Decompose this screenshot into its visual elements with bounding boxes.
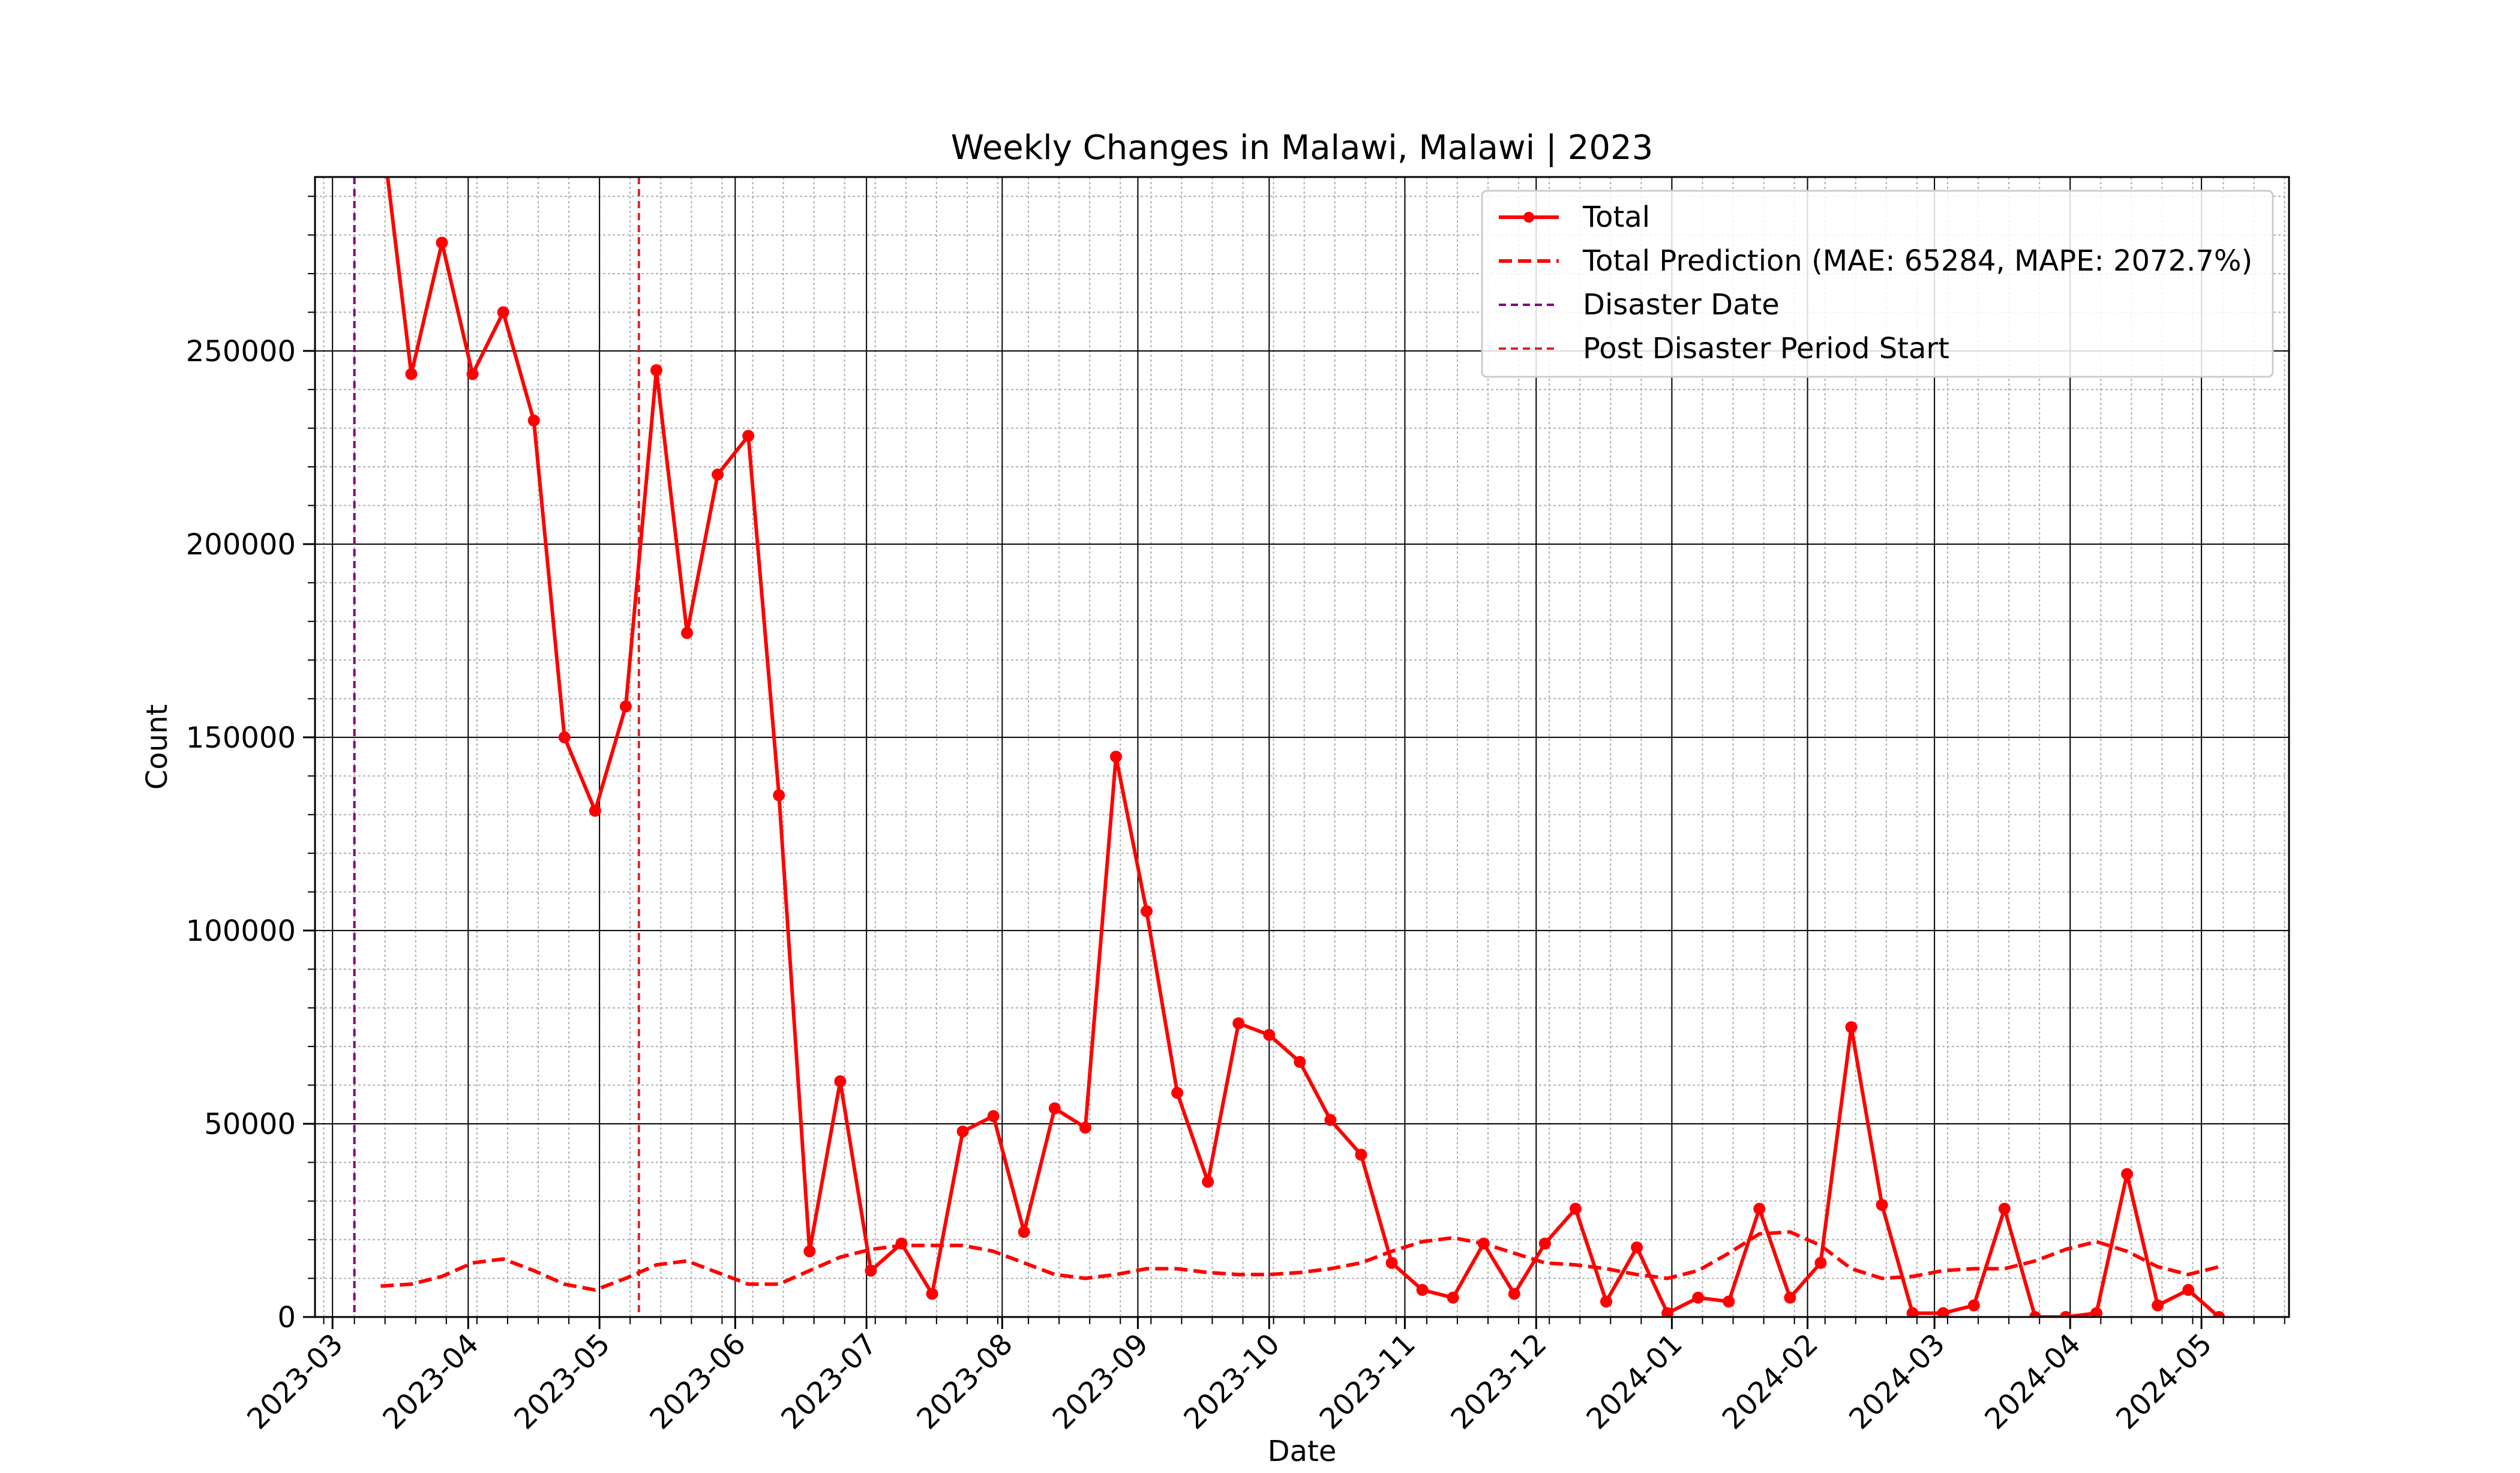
data-point-total <box>2182 1283 2195 1296</box>
y-axis-label: Count <box>140 704 174 790</box>
data-point-total <box>527 414 540 427</box>
data-point-total <box>1937 1307 1949 1317</box>
data-point-total <box>987 1110 1000 1123</box>
major-grid <box>315 177 2289 1318</box>
data-point-total <box>1171 1087 1184 1099</box>
data-point-total <box>497 306 509 319</box>
legend-label-disaster-date: Disaster Date <box>1583 288 1780 322</box>
legend-label-post-disaster: Post Disaster Period Start <box>1583 332 1949 365</box>
data-point-total <box>1263 1028 1276 1041</box>
data-point-total <box>2029 1311 2041 1317</box>
data-point-total <box>1141 905 1153 917</box>
data-point-total <box>834 1075 847 1088</box>
data-point-total <box>2059 1311 2072 1317</box>
legend-label-prediction: Total Prediction (MAE: 65284, MAPE: 2072… <box>1582 244 2252 278</box>
data-point-total <box>1416 1283 1429 1296</box>
data-point-total <box>1692 1291 1705 1304</box>
data-point-total <box>1447 1291 1459 1304</box>
legend-entry-prediction: Total Prediction (MAE: 65284, MAPE: 2072… <box>1499 244 2252 278</box>
legend: Total Total Prediction (MAE: 65284, MAPE… <box>1481 190 2274 378</box>
y-axis: 0 50000 100000 150000 200000 250000 <box>186 196 315 1334</box>
y-tick-label: 0 <box>277 1301 296 1334</box>
data-point-total <box>558 731 571 743</box>
data-point-total <box>619 700 632 713</box>
legend-entry-disaster-date: Disaster Date <box>1499 288 1780 322</box>
legend-label-total: Total <box>1582 200 1650 234</box>
data-point-total <box>1018 1226 1030 1238</box>
legend-entry-post-disaster: Post Disaster Period Start <box>1499 332 1949 365</box>
data-point-total <box>1723 1295 1735 1308</box>
data-point-total <box>1998 1202 2011 1215</box>
data-point-total <box>2152 1299 2164 1312</box>
data-point-total <box>1079 1121 1091 1134</box>
data-point-total <box>1967 1299 1980 1312</box>
data-point-total <box>1202 1175 1214 1188</box>
x-axis-label: Date <box>1268 1435 1337 1468</box>
legend-box <box>1481 190 2274 378</box>
y-tick-label: 100000 <box>186 914 296 948</box>
y-tick-label: 250000 <box>186 335 296 368</box>
data-point-total <box>1109 751 1122 763</box>
data-point-total <box>1845 1021 1858 1033</box>
data-point-total <box>2213 1311 2225 1317</box>
data-point-total <box>926 1288 938 1300</box>
data-point-total <box>956 1125 969 1138</box>
data-point-total <box>1508 1288 1520 1300</box>
data-point-total <box>1569 1202 1582 1215</box>
plot-frame <box>314 176 2290 1318</box>
data-point-total <box>1385 1256 1398 1269</box>
data-point-total <box>436 236 448 249</box>
data-point-total <box>1661 1307 1674 1317</box>
data-point-total <box>1906 1307 1919 1317</box>
y-tick-label: 50000 <box>204 1108 296 1141</box>
data-point-total <box>1753 1202 1766 1215</box>
data-point-total <box>742 430 755 442</box>
data-point-total <box>803 1245 816 1258</box>
data-point-total <box>1294 1055 1306 1068</box>
data-point-total <box>1232 1017 1245 1030</box>
data-point-total <box>865 1264 877 1277</box>
legend-marker-total <box>1523 212 1534 223</box>
data-point-total <box>589 805 601 817</box>
data-point-total <box>712 468 724 481</box>
series-layer <box>353 177 2225 1317</box>
data-point-total <box>650 364 663 377</box>
data-point-total <box>1600 1295 1612 1308</box>
data-point-total <box>466 368 479 380</box>
data-point-total <box>1048 1102 1061 1115</box>
data-point-total <box>2121 1168 2134 1180</box>
data-point-total <box>1324 1114 1337 1126</box>
y-tick-label: 200000 <box>186 528 296 562</box>
data-point-total <box>1814 1256 1827 1269</box>
data-point-total <box>1355 1148 1367 1161</box>
data-point-total <box>1876 1199 1888 1211</box>
chart-title: Weekly Changes in Malawi, Malawi | 2023 <box>951 128 1653 167</box>
data-point-total <box>2090 1307 2103 1317</box>
data-point-total <box>773 789 785 802</box>
data-point-total <box>681 627 694 639</box>
y-tick-label: 150000 <box>186 721 296 755</box>
data-point-total <box>405 368 418 380</box>
data-point-total <box>1631 1241 1643 1254</box>
series-line-prediction <box>380 1230 2220 1292</box>
legend-entry-total: Total <box>1499 200 1650 234</box>
data-point-total <box>1784 1291 1796 1304</box>
data-point-total <box>1538 1237 1551 1250</box>
